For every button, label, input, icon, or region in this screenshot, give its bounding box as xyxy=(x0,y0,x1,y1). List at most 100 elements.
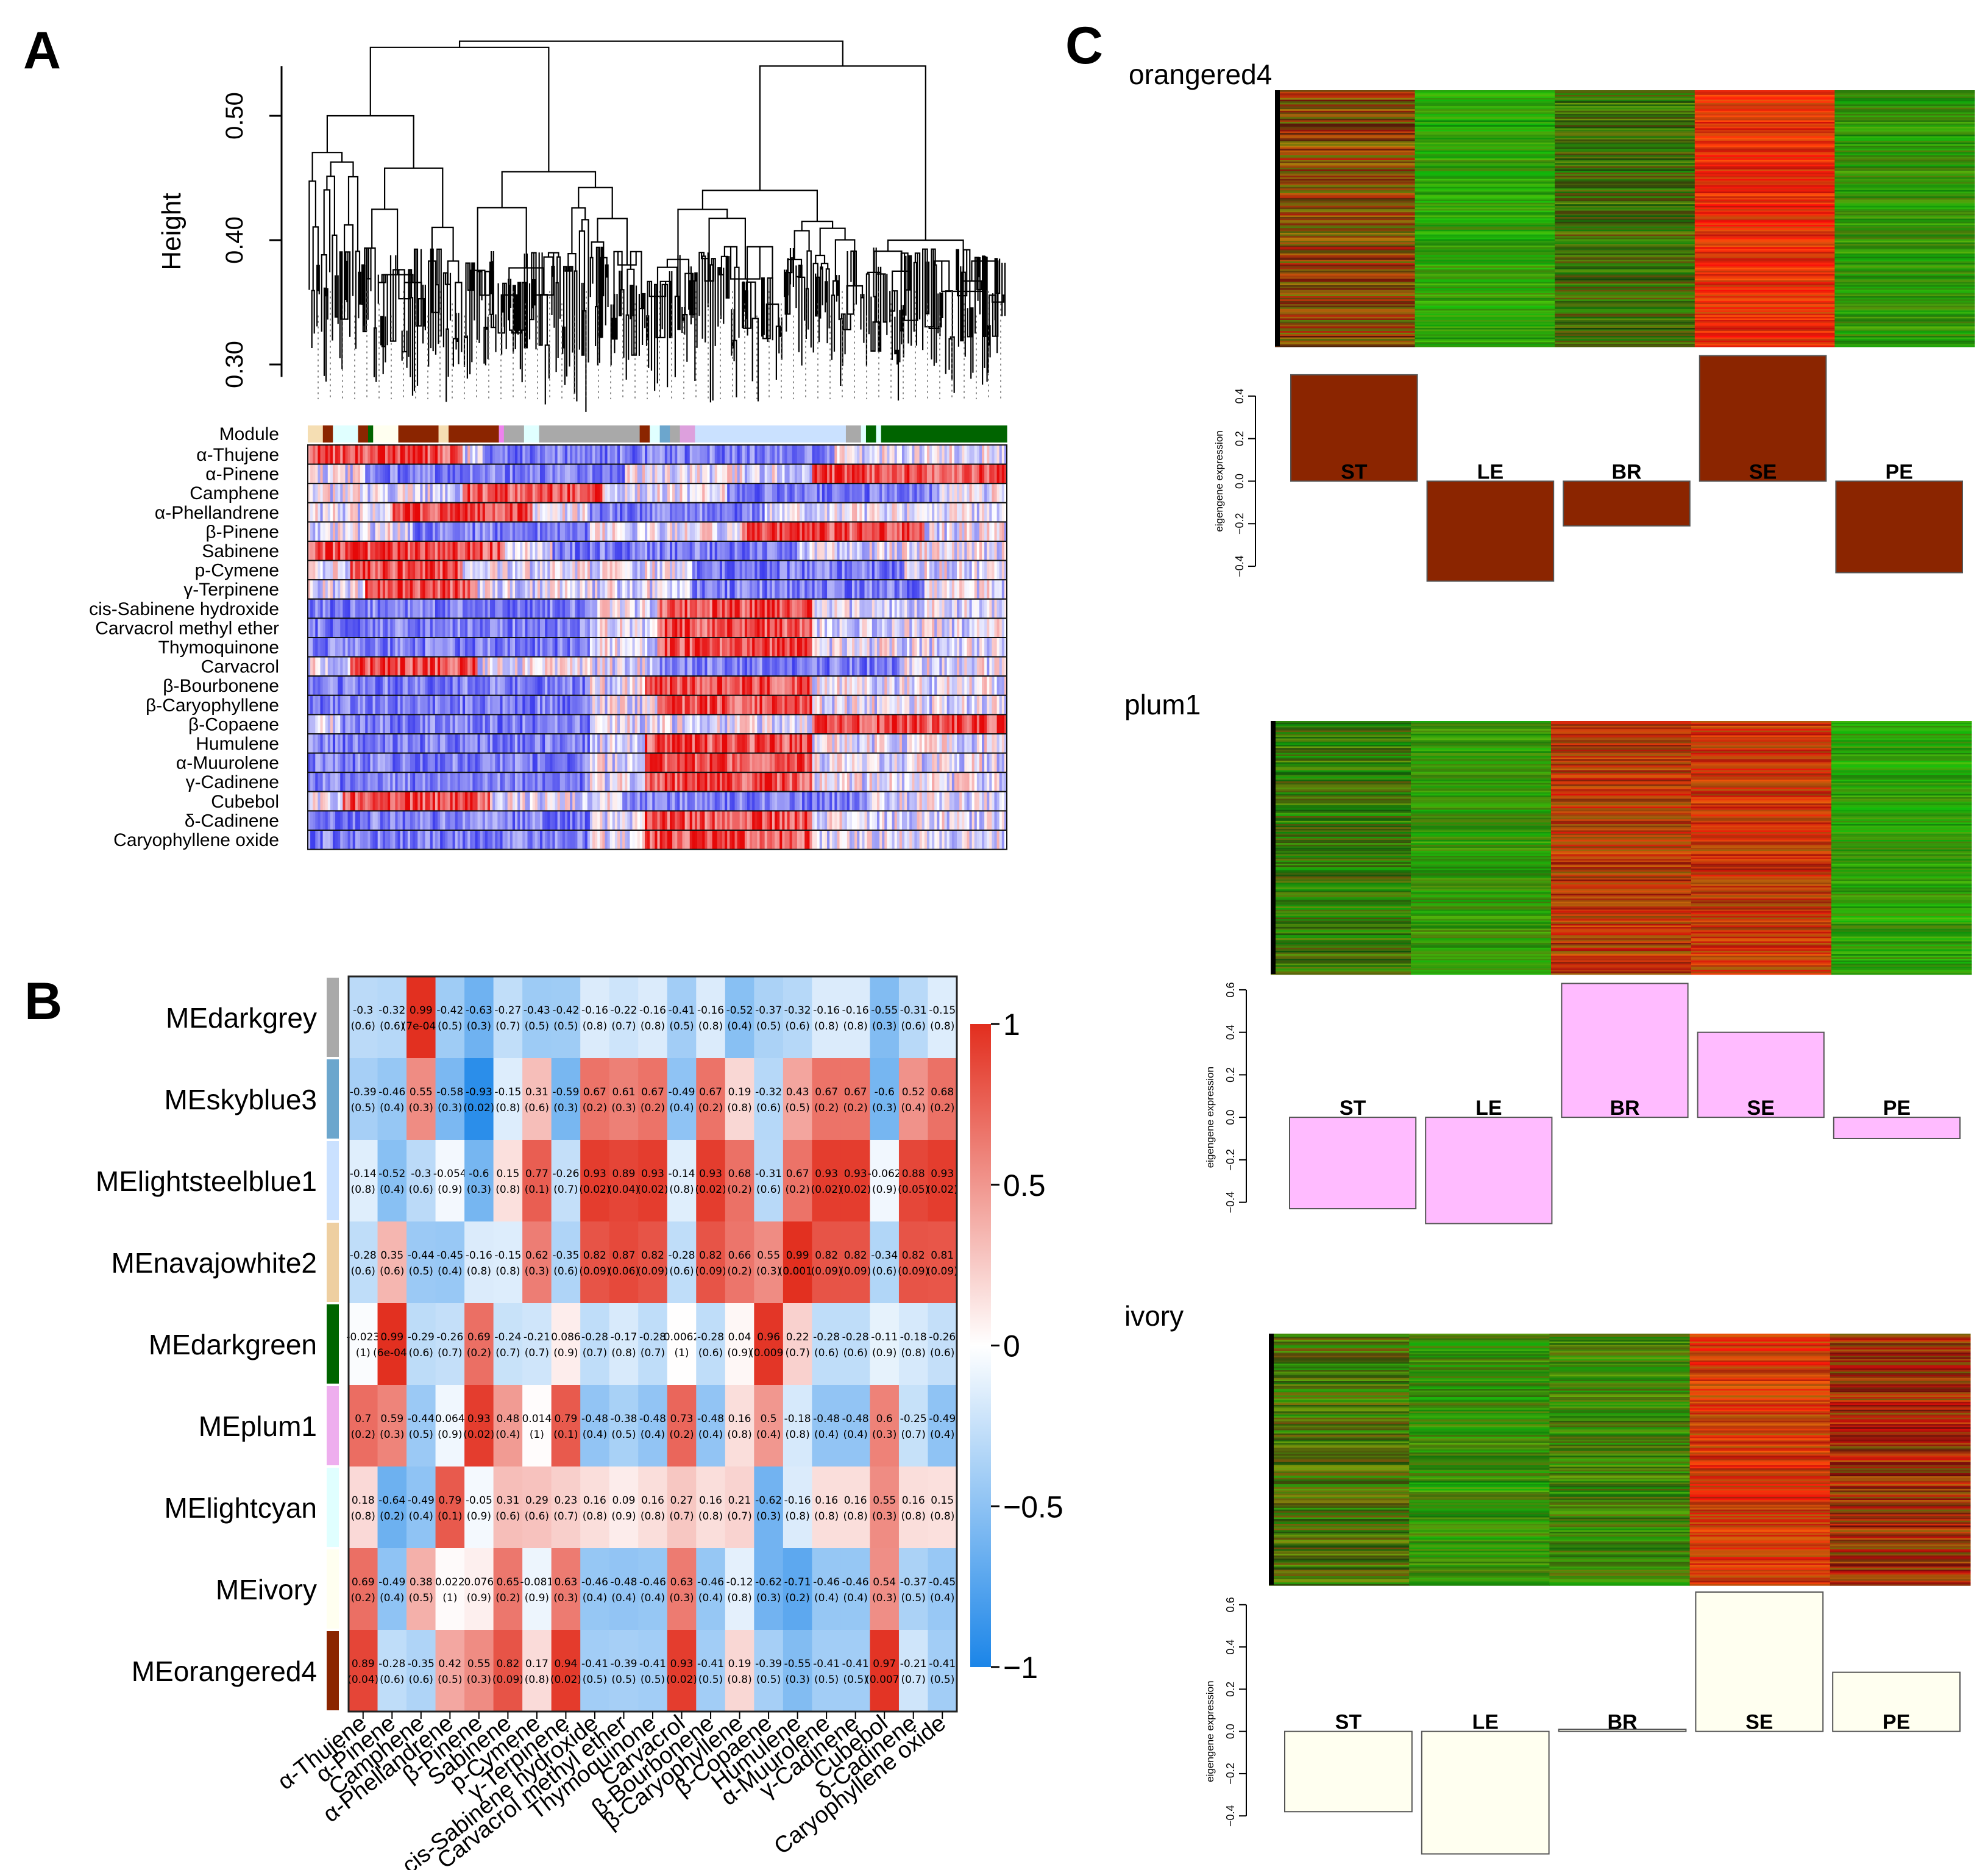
expression-heatmap xyxy=(1269,1334,1971,1586)
heatmap-cell-value: 0.04 xyxy=(728,1331,751,1343)
heatmap-cell-pvalue: (0.7) xyxy=(785,1347,809,1359)
heatmap-cell-pvalue: (0.6) xyxy=(525,1510,549,1523)
heatmap-cell xyxy=(754,1630,784,1712)
heatmap-cell-value: 0.014 xyxy=(522,1413,552,1425)
heatmap-cell-value: -0.46 xyxy=(639,1576,666,1588)
heatmap-cell-pvalue: (0.4) xyxy=(814,1592,839,1604)
module-color-swatch xyxy=(327,1059,339,1139)
heatmap-cell-pvalue: (0.8) xyxy=(814,1510,839,1523)
heatmap-cell xyxy=(406,1466,436,1549)
heatmap-cell-pvalue: (0.5) xyxy=(641,1674,665,1686)
heatmap-cell xyxy=(551,1140,581,1222)
heatmap-cell xyxy=(551,1548,581,1630)
bar-y-tick-label: −0.4 xyxy=(1224,1192,1237,1214)
heatmap-row-label: MEivory xyxy=(216,1574,317,1605)
heatmap-cell-pvalue: (0.8) xyxy=(669,1184,694,1196)
heatmap-cell xyxy=(783,1548,812,1630)
trait-row-label: α-Pinene xyxy=(205,464,279,485)
heatmap-cell xyxy=(812,1140,842,1222)
heatmap-cell-value: 0.18 xyxy=(352,1495,375,1507)
heatmap-cell xyxy=(435,1221,465,1304)
heatmap-cell-value: 0.65 xyxy=(496,1576,519,1588)
bar-category-label: LE xyxy=(1477,460,1503,483)
module-color-segment xyxy=(398,425,439,443)
heatmap-cell-pvalue: (0.2) xyxy=(467,1347,491,1359)
heatmap-cell-value: -0.59 xyxy=(552,1086,579,1098)
heatmap-cell-pvalue: (0.8) xyxy=(641,1510,665,1523)
heatmap-cell-value: -0.28 xyxy=(581,1331,608,1343)
dendrogram-y-label: Height xyxy=(157,193,186,270)
heatmap-cell-value: 0.73 xyxy=(670,1413,694,1425)
module-color-segment xyxy=(539,425,641,443)
eigengene-bar xyxy=(1421,1730,1550,1855)
trait-row-label: Caryophyllene oxide xyxy=(113,830,279,850)
heatmap-cell-value: -0.41 xyxy=(813,1658,840,1670)
heatmap-cell-value: -0.21 xyxy=(524,1331,550,1343)
heatmap-cell xyxy=(406,1058,436,1140)
heatmap-cell-pvalue: (0.3) xyxy=(756,1510,781,1523)
heatmap-cell xyxy=(812,1466,842,1549)
heatmap-cell-pvalue: (0.1) xyxy=(553,1429,578,1441)
heatmap-cell xyxy=(928,1630,957,1712)
heatmap-cell xyxy=(783,1221,812,1304)
module-ivory-panel: ivory 0.6 0.4 0.2 0.0 −0.2 −0.4 eigengene expre… xyxy=(1124,1300,1971,1855)
heatmap-cell-pvalue: (0.5) xyxy=(409,1592,433,1604)
heatmap-cell-value: -0.25 xyxy=(900,1413,927,1425)
heatmap-cell-pvalue: (0.9) xyxy=(872,1347,896,1359)
heatmap-cell-pvalue: (0.8) xyxy=(698,1510,723,1523)
module-orangered4-panel: orangered4 0.4 0.2 0.0 −0.2 −0.4 eigengene exp… xyxy=(1129,59,1975,582)
heatmap-cell-value: -0.55 xyxy=(784,1658,811,1670)
heatmap-cell-pvalue: (0.9) xyxy=(525,1592,549,1604)
heatmap-cell-value: 0.7 xyxy=(355,1413,371,1425)
module-color-segment xyxy=(524,425,540,443)
heatmap-cell xyxy=(725,1466,754,1549)
heatmap-cell xyxy=(667,1466,697,1549)
heatmap-cell-pvalue: (0.3) xyxy=(872,1510,896,1523)
heatmap-cell-value: -0.49 xyxy=(669,1086,695,1098)
heatmap-cell xyxy=(783,1140,812,1222)
heatmap-cell-pvalue: (0.3) xyxy=(525,1265,549,1278)
heatmap-cell-pvalue: (0.02) xyxy=(840,1184,871,1196)
module-color-swatch xyxy=(327,1141,339,1220)
heatmap-cell-value: 0.93 xyxy=(815,1168,838,1180)
heatmap-cell xyxy=(696,1140,726,1222)
heatmap-cell-pvalue: (0.09) xyxy=(840,1265,871,1278)
heatmap-cell-value: -0.38 xyxy=(610,1413,637,1425)
heatmap-cell-pvalue: (0.4) xyxy=(930,1429,954,1441)
bar-y-tick-label: −0.2 xyxy=(1224,1763,1237,1785)
heatmap-cell xyxy=(435,1303,465,1385)
heatmap-cell-pvalue: (0.8) xyxy=(843,1020,868,1033)
bar-category-label: BR xyxy=(1611,460,1641,483)
heatmap-cell-value: 0.79 xyxy=(554,1413,577,1425)
heatmap-cell-value: 0.87 xyxy=(612,1250,636,1262)
heatmap-cell-pvalue: (0.8) xyxy=(495,1265,520,1278)
heatmap-cell-pvalue: (0.7) xyxy=(669,1510,694,1523)
heatmap-cell xyxy=(638,1058,668,1140)
heatmap-cell xyxy=(522,1630,552,1712)
heatmap-cell-pvalue: (0.5) xyxy=(525,1020,549,1033)
bar-y-tick-label: −0.2 xyxy=(1234,513,1246,535)
heatmap-cell xyxy=(667,1221,697,1304)
module-color-segment xyxy=(358,425,369,443)
bar-y-tick-label: 0.4 xyxy=(1234,388,1246,404)
heatmap-cell xyxy=(464,1385,494,1467)
heatmap-cell xyxy=(580,1630,610,1712)
heatmap-cell xyxy=(667,1385,697,1467)
heatmap-cell-pvalue: (0.001) xyxy=(779,1265,817,1278)
heatmap-cell xyxy=(812,1548,842,1630)
heatmap-cell xyxy=(464,1630,494,1712)
heatmap-cell xyxy=(464,1221,494,1304)
heatmap-cell-pvalue: (0.6) xyxy=(785,1020,809,1033)
heatmap-cell-value: 0.16 xyxy=(844,1495,867,1507)
heatmap-cell xyxy=(840,1548,870,1630)
heatmap-cell xyxy=(898,976,928,1059)
heatmap-cell xyxy=(638,1140,668,1222)
heatmap-cell-value: 0.42 xyxy=(438,1658,461,1670)
heatmap-left-bar xyxy=(1269,1334,1274,1585)
heatmap-cell-value: 0.93 xyxy=(583,1168,606,1180)
colorbar-tick-label: 1 xyxy=(1003,1008,1020,1042)
heatmap-cell-value: 0.88 xyxy=(902,1168,925,1180)
heatmap-cell-pvalue: (0.7) xyxy=(495,1347,520,1359)
heatmap-cell-pvalue: (0.8) xyxy=(814,1020,839,1033)
heatmap-cell-value: -0.39 xyxy=(610,1658,637,1670)
